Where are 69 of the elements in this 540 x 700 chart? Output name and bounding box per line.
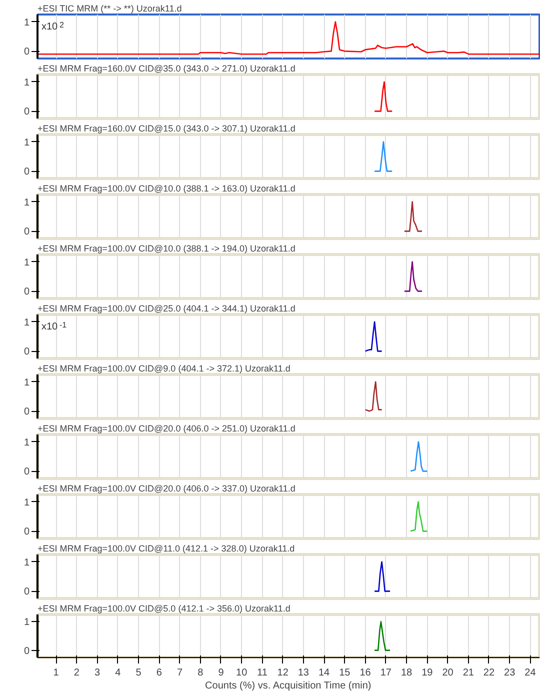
y-tick-label: 1 [24,197,30,208]
x-tick-label: 9 [218,668,224,678]
chart-title: +ESI MRM Frag=100.0V CID@20.0 (406.0 -> 337.0) Uzorak11.d [38,484,296,494]
x-tick-label: 19 [422,668,434,678]
y-tick-label: 0 [24,646,30,657]
y-tick-label: 0 [24,286,30,298]
chart-title: +ESI MRM Frag=100.0V CID@9.0 (404.1 -> 372.1) Uzorak11.d [38,364,290,374]
y-tick-label: 0 [24,526,30,538]
y-tick-label: 1 [24,437,30,448]
y-tick-label: 0 [24,586,30,598]
x-tick-label: 15 [339,668,351,678]
line-series [374,141,393,172]
chart-title: +ESI TIC MRM (** -> **) Uzorak11.d [38,4,182,14]
line-series [410,501,428,532]
line-series [38,21,540,55]
line-series [374,561,391,592]
y-tick-label: 1 [24,377,30,388]
chart-title: +ESI MRM Frag=100.0V CID@11.0 (412.1 -> 328.0) Uzorak11.d [38,544,295,554]
line-series [364,321,382,352]
chart-title: +ESI MRM Frag=100.0V CID@5.0 (412.1 -> 356.0) Uzorak11.d [38,604,290,614]
y-tick-label: 0 [24,46,30,58]
x-tick-label: 6 [156,668,162,678]
line-series [374,621,391,651]
line-series [410,441,428,472]
x-tick-label: 2 [74,668,80,678]
x-tick-label: 12 [277,668,289,678]
chart-title: +ESI MRM Frag=100.0V CID@20.0 (406.0 -> 251.0) Uzorak11.d [38,424,296,434]
line-series [404,261,423,292]
x-tick-label: 13 [298,668,310,678]
line-series [404,201,423,232]
x-tick-label: 17 [380,668,392,678]
y-tick-label: 0 [24,166,30,178]
line-series [364,381,382,412]
chart-title: +ESI MRM Frag=100.0V CID@10.0 (388.1 -> 194.0) Uzorak11.d [38,244,296,254]
x-tick-label: 16 [360,668,372,678]
chart-title: +ESI MRM Frag=100.0V CID@10.0 (388.1 -> 163.0) Uzorak11.d [38,184,296,194]
x-tick-label: 24 [524,668,536,678]
y-tick-label: 0 [24,346,30,358]
y-tick-label: 1 [24,137,30,148]
x-tick-label: 23 [504,668,516,678]
x-axis-title: Counts (%) vs. Acquisition Time (min) [205,680,372,692]
x-tick-label: 18 [400,668,413,678]
x-tick-label: 21 [462,668,474,678]
x-tick-label: 8 [198,668,204,678]
y-tick-label: 1 [24,257,30,268]
chart-title: +ESI MRM Frag=160.0V CID@15.0 (343.0 -> 307.1) Uzorak11.d [38,124,296,134]
x-tick-label: 22 [483,668,495,678]
chart-title: +ESI MRM Frag=160.0V CID@35.0 (343.0 -> 271.0) Uzorak11.d [38,64,296,74]
x-tick-label: 5 [136,668,142,678]
y-tick-label: 1 [24,317,30,328]
x-tick-label: 7 [176,668,183,678]
chart-title: +ESI MRM Frag=100.0V CID@25.0 (404.1 -> 344.1) Uzorak11.d [38,304,296,314]
y-tick-label: 0 [24,406,30,418]
x-tick-label: 14 [318,668,330,678]
y-tick-label: 1 [24,17,30,28]
line-series [374,81,393,112]
x-tick-label: 20 [442,668,454,678]
y-tick-label: 0 [24,466,30,478]
x-tick-label: 10 [236,668,248,678]
y-tick-label: 1 [24,617,30,628]
x-tick-label: 4 [115,668,122,678]
x-tick-label: 1 [53,668,60,678]
y-tick-label: 0 [24,226,30,238]
y-tick-label: 1 [24,557,30,568]
y-tick-label: 1 [24,497,30,508]
y-tick-label: 0 [24,106,30,118]
x-tick-label: 3 [94,668,101,678]
y-tick-label: 1 [24,77,30,88]
x-tick-label: 11 [257,668,268,678]
